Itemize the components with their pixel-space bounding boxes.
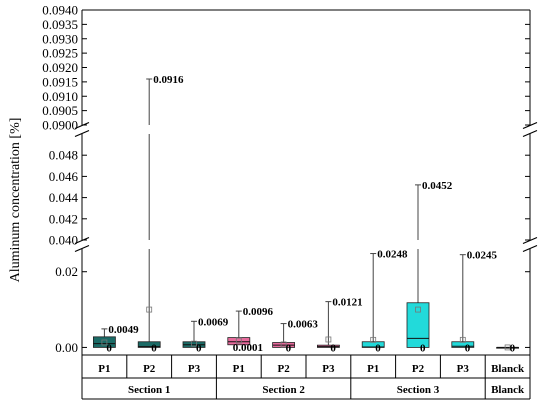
box-body [227,337,251,346]
axis-break-mark [74,129,90,138]
mean-marker [280,341,287,348]
box-7 [361,253,385,348]
y-axis-title: Aluminum concentration [%] [8,118,23,283]
box-3 [182,320,206,348]
max-value-label: 0.0069 [198,316,229,328]
box-body [406,302,430,348]
max-value-label: 0.0049 [108,324,139,336]
axis-break-mark [522,129,538,138]
y-tick-label: 0.040 [49,233,78,248]
max-value-label: 0.0063 [288,319,319,331]
y-tick-label: 0.0905 [42,103,78,118]
box-5 [272,323,296,348]
box-4 [227,310,251,346]
max-value-label: 0.0096 [243,306,274,318]
mean-marker [415,306,421,313]
axis-break-gap [522,240,538,249]
max-value-label: 0.0452 [422,180,453,192]
group-label: Section 1 [128,384,170,396]
min-value-label: 0 [106,342,112,354]
y-tick-label: 0.048 [49,148,78,163]
category-label: P3 [322,363,335,375]
min-value-label: 0 [510,342,516,354]
box-9 [451,254,475,348]
max-value-label: 0.0245 [467,250,498,262]
category-label: P1 [98,363,110,375]
mean-marker [370,336,377,343]
mean-marker [146,306,153,313]
axis-break-gap [74,240,90,249]
category-label: P2 [143,363,156,375]
max-value-label: 0.0248 [377,249,408,261]
mean-marker [504,344,511,351]
min-value-label: 0 [465,342,471,354]
axis-break-gap [522,125,538,134]
min-value-label: 0.0001 [233,342,263,354]
min-value-label: 0 [375,342,381,354]
y-tick-label: 0.044 [49,190,79,205]
category-table: P1 P2 P3 P1 P2 P3 P1 P2 P3 Blanck Section 1 Section… [81,355,531,400]
y-tick-label: 0.046 [49,169,79,184]
y-tick-label: 0.042 [49,211,78,226]
max-value-label: 0.0121 [332,297,362,309]
y-tick-label: 0.0930 [42,31,78,46]
y-tick-label: 0.00 [55,340,78,355]
mean-marker [325,336,332,343]
y-axis: 0.09000.09050.09100.09150.09200.09250.09… [42,3,530,355]
y-tick-label: 0.02 [55,264,78,279]
box-1 [93,328,116,348]
min-value-label: 0 [151,342,157,354]
group-label: Section 2 [262,384,305,396]
y-tick-label: 0.0920 [42,60,78,75]
max-value-label: 0.0916 [153,74,184,86]
box-10 [496,344,520,351]
box-body [137,341,161,348]
box-6 [316,301,340,348]
box-body [451,341,475,348]
axis-break-gap [74,125,90,134]
axis-break-mark [74,244,90,253]
y-tick-label: 0.0935 [42,17,78,32]
min-value-label: 0 [286,342,292,354]
category-label: P2 [277,363,290,375]
y-tick-label: 0.0925 [42,46,78,61]
box-8 [406,184,430,348]
plot-frame [74,9,538,356]
y-tick-label: 0.0915 [42,74,78,89]
category-label: P3 [188,363,201,375]
value-labels: 0.0049 0 0.0916 0 0.0069 0 0.0096 0.0001 0.0063 0… [106,74,515,354]
min-value-label: 0 [420,342,426,354]
y-tick-label: 0.0900 [42,118,78,133]
mean-marker [459,336,466,343]
mean-marker [235,337,242,344]
mean-marker [101,339,108,346]
group-label: Section 3 [397,384,440,396]
category-label: P1 [233,363,245,375]
group-label: Blanck [491,384,525,396]
y-tick-label: 0.0910 [42,89,78,104]
min-value-label: 0 [196,342,202,354]
box-2 [137,78,161,348]
box-body [93,336,116,348]
mean-marker [191,340,197,347]
axis-break-mark [522,244,538,253]
min-value-label: 0 [330,342,336,354]
box-series [93,78,520,351]
category-label: P3 [457,363,470,375]
category-label: P2 [412,363,425,375]
category-label: P1 [367,363,379,375]
y-tick-label: 0.0940 [42,3,78,18]
category-label: Blanck [491,363,525,375]
